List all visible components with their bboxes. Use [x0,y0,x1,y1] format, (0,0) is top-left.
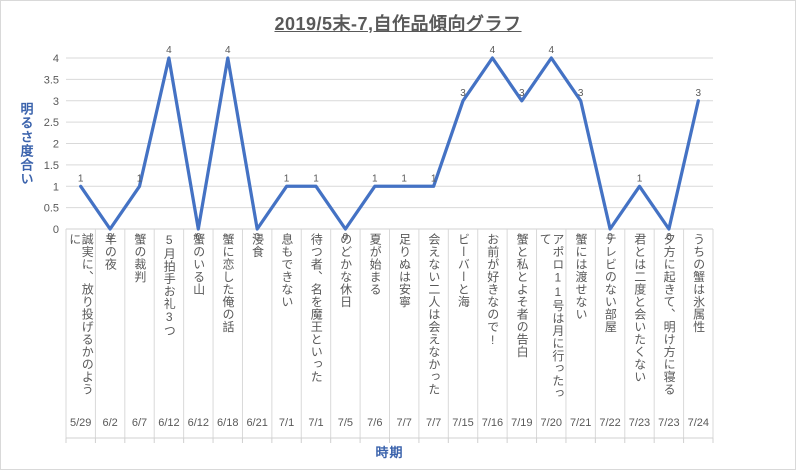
category-label: 蟹には渡せない [573,233,588,321]
data-line [79,56,700,231]
y-tick-label: 3 [53,96,59,108]
category-label: 息もできない [279,233,294,308]
series-line [79,56,700,231]
y-tick-label: 2 [53,139,59,151]
x-date-label: 7/23 [658,417,679,429]
data-point-labels: 1 0 1 4 0 4 0 1 1 0 1 1 1 3 4 3 4 3 0 1 0 3 [78,45,702,243]
x-date-label: 6/2 [102,417,117,429]
y-tick-label: 0.5 [44,203,59,215]
x-date-label: 5/29 [70,417,91,429]
x-date-label: 6/18 [217,417,238,429]
category-label: うちの蟹は氷属性 [691,233,706,333]
x-date-label: 7/22 [599,417,620,429]
data-label: 3 [578,88,584,99]
y-tick-label: 0 [53,224,59,236]
y-tick-label: 1.5 [44,160,59,172]
data-label: 1 [637,173,643,184]
x-axis-date-labels: 5/29 6/2 6/7 6/12 6/12 6/18 6/21 7/1 7/1 7/5 7/6 7/… [70,417,709,429]
category-label: 蟹のいる山 [191,233,206,296]
category-label: 羊の夜 [103,233,118,271]
category-label: 蟹と私とよそ者の告白 [515,233,530,358]
x-date-label: 7/15 [452,417,473,429]
data-label: 1 [431,173,437,184]
y-tick-label: 1 [53,181,59,193]
chart-title: 2019/5末-7,自作品傾向グラフ [274,14,522,34]
category-separators [65,229,714,443]
data-label: 1 [78,173,84,184]
x-date-label: 7/7 [426,417,441,429]
category-label: 蟹に恋した俺の話 [221,233,236,333]
y-tick-label: 2.5 [44,117,59,129]
x-date-label: 7/1 [308,417,323,429]
y-tick-label: 4 [53,53,59,65]
data-label: 1 [284,173,290,184]
x-date-label: 7/20 [541,417,562,429]
category-label: アポロ11号は月に行ったって [538,233,565,400]
category-label: 君とは二度と会いたくない [632,233,647,383]
category-label: 夏が始まる [368,233,383,296]
y-axis-tick-labels: 0 0.5 1 1.5 2 2.5 3 3.5 4 [44,53,59,236]
data-label: 0 [107,232,113,243]
data-label: 3 [519,88,525,99]
data-label: 0 [254,232,260,243]
data-label: 4 [166,45,172,56]
data-label: 1 [313,173,319,184]
y-tick-label: 3.5 [44,74,59,86]
data-label: 0 [196,232,202,243]
data-label: 4 [548,45,554,56]
data-label: 1 [137,173,143,184]
y-axis-title: 明るさ度合い [18,101,34,186]
data-label: 1 [401,173,407,184]
x-date-label: 6/12 [188,417,209,429]
x-date-label: 7/24 [688,417,709,429]
x-date-label: 7/23 [629,417,650,429]
x-date-label: 7/21 [570,417,591,429]
data-label: 3 [696,88,702,99]
category-label: 会えない二人は会えなかった [426,233,441,396]
category-label: テレビのない部屋 [603,233,618,333]
category-label: 待つ者、名を魔王といった [309,233,324,383]
data-label: 4 [225,45,231,56]
x-date-label: 7/1 [279,417,294,429]
data-label: 0 [343,232,349,243]
x-date-label: 7/19 [511,417,532,429]
x-date-label: 7/7 [397,417,412,429]
x-date-label: 6/12 [158,417,179,429]
category-label: 浸食 [250,233,265,258]
category-label: 蟹の裁判 [132,233,147,283]
data-label: 3 [460,88,466,99]
data-label: 0 [666,232,672,243]
category-label: のどかな休日 [338,233,353,308]
category-label: お前が好きなので! [485,233,500,348]
category-label: ビーバーと海 [456,233,471,308]
category-label: 5月拍手お礼3つ [162,233,177,337]
x-date-label: 6/7 [132,417,147,429]
x-date-label: 7/5 [338,417,353,429]
data-label: 4 [490,45,496,56]
x-date-label: 7/16 [482,417,503,429]
category-label: 夕方に起きて、明け方に寝る [662,233,677,396]
data-label: 0 [607,232,613,243]
data-label: 1 [372,173,378,184]
x-axis-title: 時期 [375,445,404,460]
x-date-label: 7/6 [367,417,382,429]
x-date-label: 6/21 [246,417,267,429]
category-label: 足りぬは安寧 [397,233,412,308]
category-label: 誠実に、放り投げるかのように [67,233,95,396]
